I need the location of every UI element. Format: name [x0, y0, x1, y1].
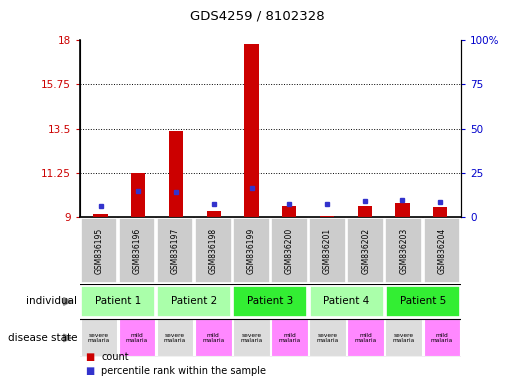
- Text: severe
malaria: severe malaria: [392, 333, 415, 343]
- Bar: [309, 218, 346, 283]
- Bar: [233, 286, 307, 317]
- Bar: [195, 218, 232, 283]
- Text: disease state: disease state: [8, 333, 77, 343]
- Text: GSM836195: GSM836195: [94, 227, 104, 274]
- Bar: [396, 203, 409, 217]
- Text: GSM836200: GSM836200: [285, 227, 294, 274]
- Bar: [433, 207, 448, 217]
- Text: GSM836203: GSM836203: [399, 227, 408, 274]
- Bar: [195, 319, 232, 356]
- Text: mild
malaria: mild malaria: [431, 333, 453, 343]
- Bar: [80, 218, 117, 283]
- Bar: [93, 214, 108, 217]
- Bar: [357, 206, 372, 217]
- Text: GSM836201: GSM836201: [323, 227, 332, 274]
- Bar: [118, 218, 156, 283]
- Text: GSM836199: GSM836199: [247, 227, 256, 274]
- Bar: [233, 319, 270, 356]
- Text: GSM836196: GSM836196: [132, 227, 142, 274]
- Bar: [423, 218, 460, 283]
- Bar: [423, 319, 460, 356]
- Text: GSM836197: GSM836197: [170, 227, 180, 274]
- Text: individual: individual: [26, 296, 77, 306]
- Text: mild
malaria: mild malaria: [354, 333, 377, 343]
- Bar: [157, 286, 231, 317]
- Bar: [244, 44, 259, 217]
- Bar: [347, 218, 384, 283]
- Bar: [157, 218, 194, 283]
- Text: severe
malaria: severe malaria: [88, 333, 110, 343]
- Bar: [271, 218, 308, 283]
- Text: mild
malaria: mild malaria: [278, 333, 301, 343]
- Bar: [118, 319, 156, 356]
- Text: Patient 3: Patient 3: [247, 296, 294, 306]
- Text: GSM836202: GSM836202: [361, 227, 370, 274]
- Text: severe
malaria: severe malaria: [240, 333, 263, 343]
- Bar: [386, 286, 460, 317]
- Bar: [157, 319, 194, 356]
- Text: count: count: [101, 352, 129, 362]
- Bar: [309, 319, 346, 356]
- Bar: [320, 216, 334, 217]
- Bar: [347, 319, 384, 356]
- Bar: [207, 211, 221, 217]
- Text: ■: ■: [85, 352, 94, 362]
- Text: GSM836204: GSM836204: [437, 227, 447, 274]
- Bar: [233, 218, 270, 283]
- Bar: [385, 319, 422, 356]
- Text: percentile rank within the sample: percentile rank within the sample: [101, 366, 266, 376]
- Bar: [282, 206, 297, 217]
- Text: Patient 1: Patient 1: [95, 296, 141, 306]
- Text: ■: ■: [85, 366, 94, 376]
- Text: severe
malaria: severe malaria: [164, 333, 186, 343]
- Bar: [385, 218, 422, 283]
- Text: mild
malaria: mild malaria: [126, 333, 148, 343]
- Text: mild
malaria: mild malaria: [202, 333, 225, 343]
- Text: Patient 2: Patient 2: [171, 296, 217, 306]
- Text: severe
malaria: severe malaria: [316, 333, 339, 343]
- Bar: [271, 319, 308, 356]
- Bar: [81, 286, 155, 317]
- Bar: [310, 286, 384, 317]
- Text: Patient 4: Patient 4: [323, 296, 370, 306]
- Text: GSM836198: GSM836198: [209, 227, 218, 274]
- Bar: [169, 131, 183, 217]
- Bar: [131, 173, 145, 217]
- Bar: [80, 319, 117, 356]
- Text: Patient 5: Patient 5: [400, 296, 446, 306]
- Text: GDS4259 / 8102328: GDS4259 / 8102328: [190, 10, 325, 23]
